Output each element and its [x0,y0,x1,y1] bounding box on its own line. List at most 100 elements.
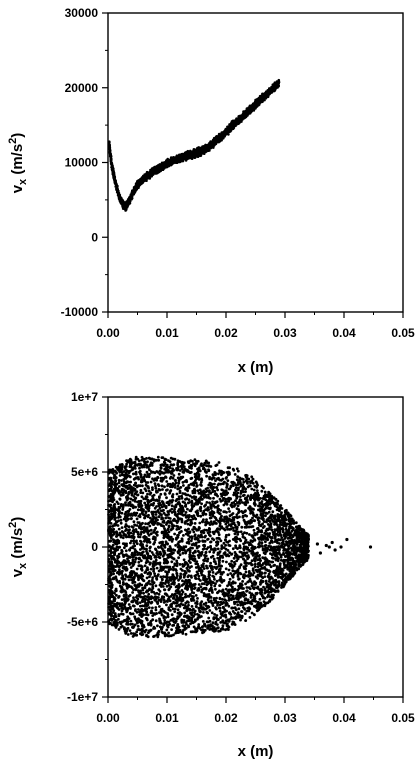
bottom-data-point [212,557,216,561]
top-data-point [108,147,111,150]
top-data-point [222,132,225,135]
top-x-axis-label: x (m) [238,359,274,376]
bottom-data-point [225,560,228,564]
top-data-point [233,123,237,126]
bottom-data-point [177,495,181,499]
top-data-point [238,117,241,120]
bottom-data-point [208,550,212,554]
bottom-data-point [258,597,262,601]
top-y-tick-label: 20000 [65,81,99,95]
bottom-data-point [237,607,241,611]
top-data-point [198,153,202,156]
top-data-point [120,202,124,205]
bottom-data-point [224,538,227,541]
bottom-data-point [138,601,142,604]
bottom-data-point [134,528,138,531]
top-data-point [116,193,120,197]
top-data-point [169,156,173,159]
top-data-point [121,207,125,210]
top-data-point [141,179,145,182]
top-chart-marks [107,78,281,212]
bottom-data-point [122,480,126,484]
bottom-data-point [175,559,179,563]
bottom-data-point [226,573,230,577]
bottom-data-point [190,605,194,608]
top-data-point [136,181,139,184]
top-data-point [270,85,273,89]
top-data-point [246,114,249,117]
top-x-tick-label: 0.00 [96,326,120,340]
top-data-point [217,134,220,138]
top-data-point [114,179,117,183]
bottom-data-point [132,596,135,600]
top-x-tick-label: 0.05 [391,326,415,340]
bottom-data-point [207,493,210,497]
top-data-point [111,164,114,167]
top-data-point [163,164,166,168]
bottom-data-point [199,585,203,589]
bottom-data-point [127,578,131,582]
top-data-point [235,117,239,120]
top-data-point [132,191,135,195]
bottom-data-point [120,526,124,529]
bottom-data-point [197,574,201,578]
bottom-data-point [165,480,169,483]
top-x-tick-label: 0.01 [155,326,179,340]
top-data-point [130,195,134,198]
top-y-label-units: (m/s [9,144,26,179]
bottom-data-point [119,518,123,522]
bottom-data-point [129,632,133,635]
bottom-data-point [226,479,230,482]
bottom-data-point [133,492,137,496]
top-data-point [172,159,176,163]
bottom-data-point [118,545,122,549]
top-y-axis-label: vx (m/s2) [7,133,29,194]
top-data-point [155,165,159,168]
bottom-data-point [236,588,240,592]
top-data-point [199,149,203,153]
top-data-point [241,114,245,118]
bottom-data-point [206,486,210,490]
top-data-point [154,169,158,172]
top-data-point [266,95,270,99]
top-data-point [259,99,263,103]
top-data-point [118,197,121,200]
bottom-data-point [252,488,256,492]
bottom-data-point [209,561,213,565]
bottom-data-point [152,542,156,546]
bottom-data-point [128,629,132,632]
top-data-point [112,174,115,178]
top-data-point [176,157,179,160]
top-data-point [241,118,244,121]
top-data-point [180,153,184,156]
top-data-point [108,149,112,153]
top-y-tick-label: 10000 [65,156,99,170]
bottom-data-point [183,521,187,525]
top-data-point [193,151,197,155]
bottom-data-point [177,472,181,476]
top-data-point [196,155,200,158]
bottom-data-point [125,484,129,488]
top-data-point [225,128,229,131]
top-data-point [269,90,272,94]
bottom-data-point [269,552,272,555]
bottom-data-point [227,533,231,537]
bottom-data-point [167,581,170,585]
top-data-point [208,144,212,147]
top-data-point [167,158,170,162]
bottom-data-point [239,572,243,576]
bottom-data-point [119,521,123,525]
bottom-data-point [178,563,182,566]
bottom-data-point [208,609,212,612]
top-data-point [275,82,279,85]
bottom-data-point [221,597,224,601]
bottom-data-point [177,481,181,485]
top-x-tick-label: 0.03 [273,326,297,340]
bottom-data-point [165,603,168,607]
bottom-data-point [204,512,208,516]
bottom-data-point [177,540,181,544]
top-data-point [254,101,257,104]
top-data-point [184,153,188,157]
top-data-point [110,168,114,171]
